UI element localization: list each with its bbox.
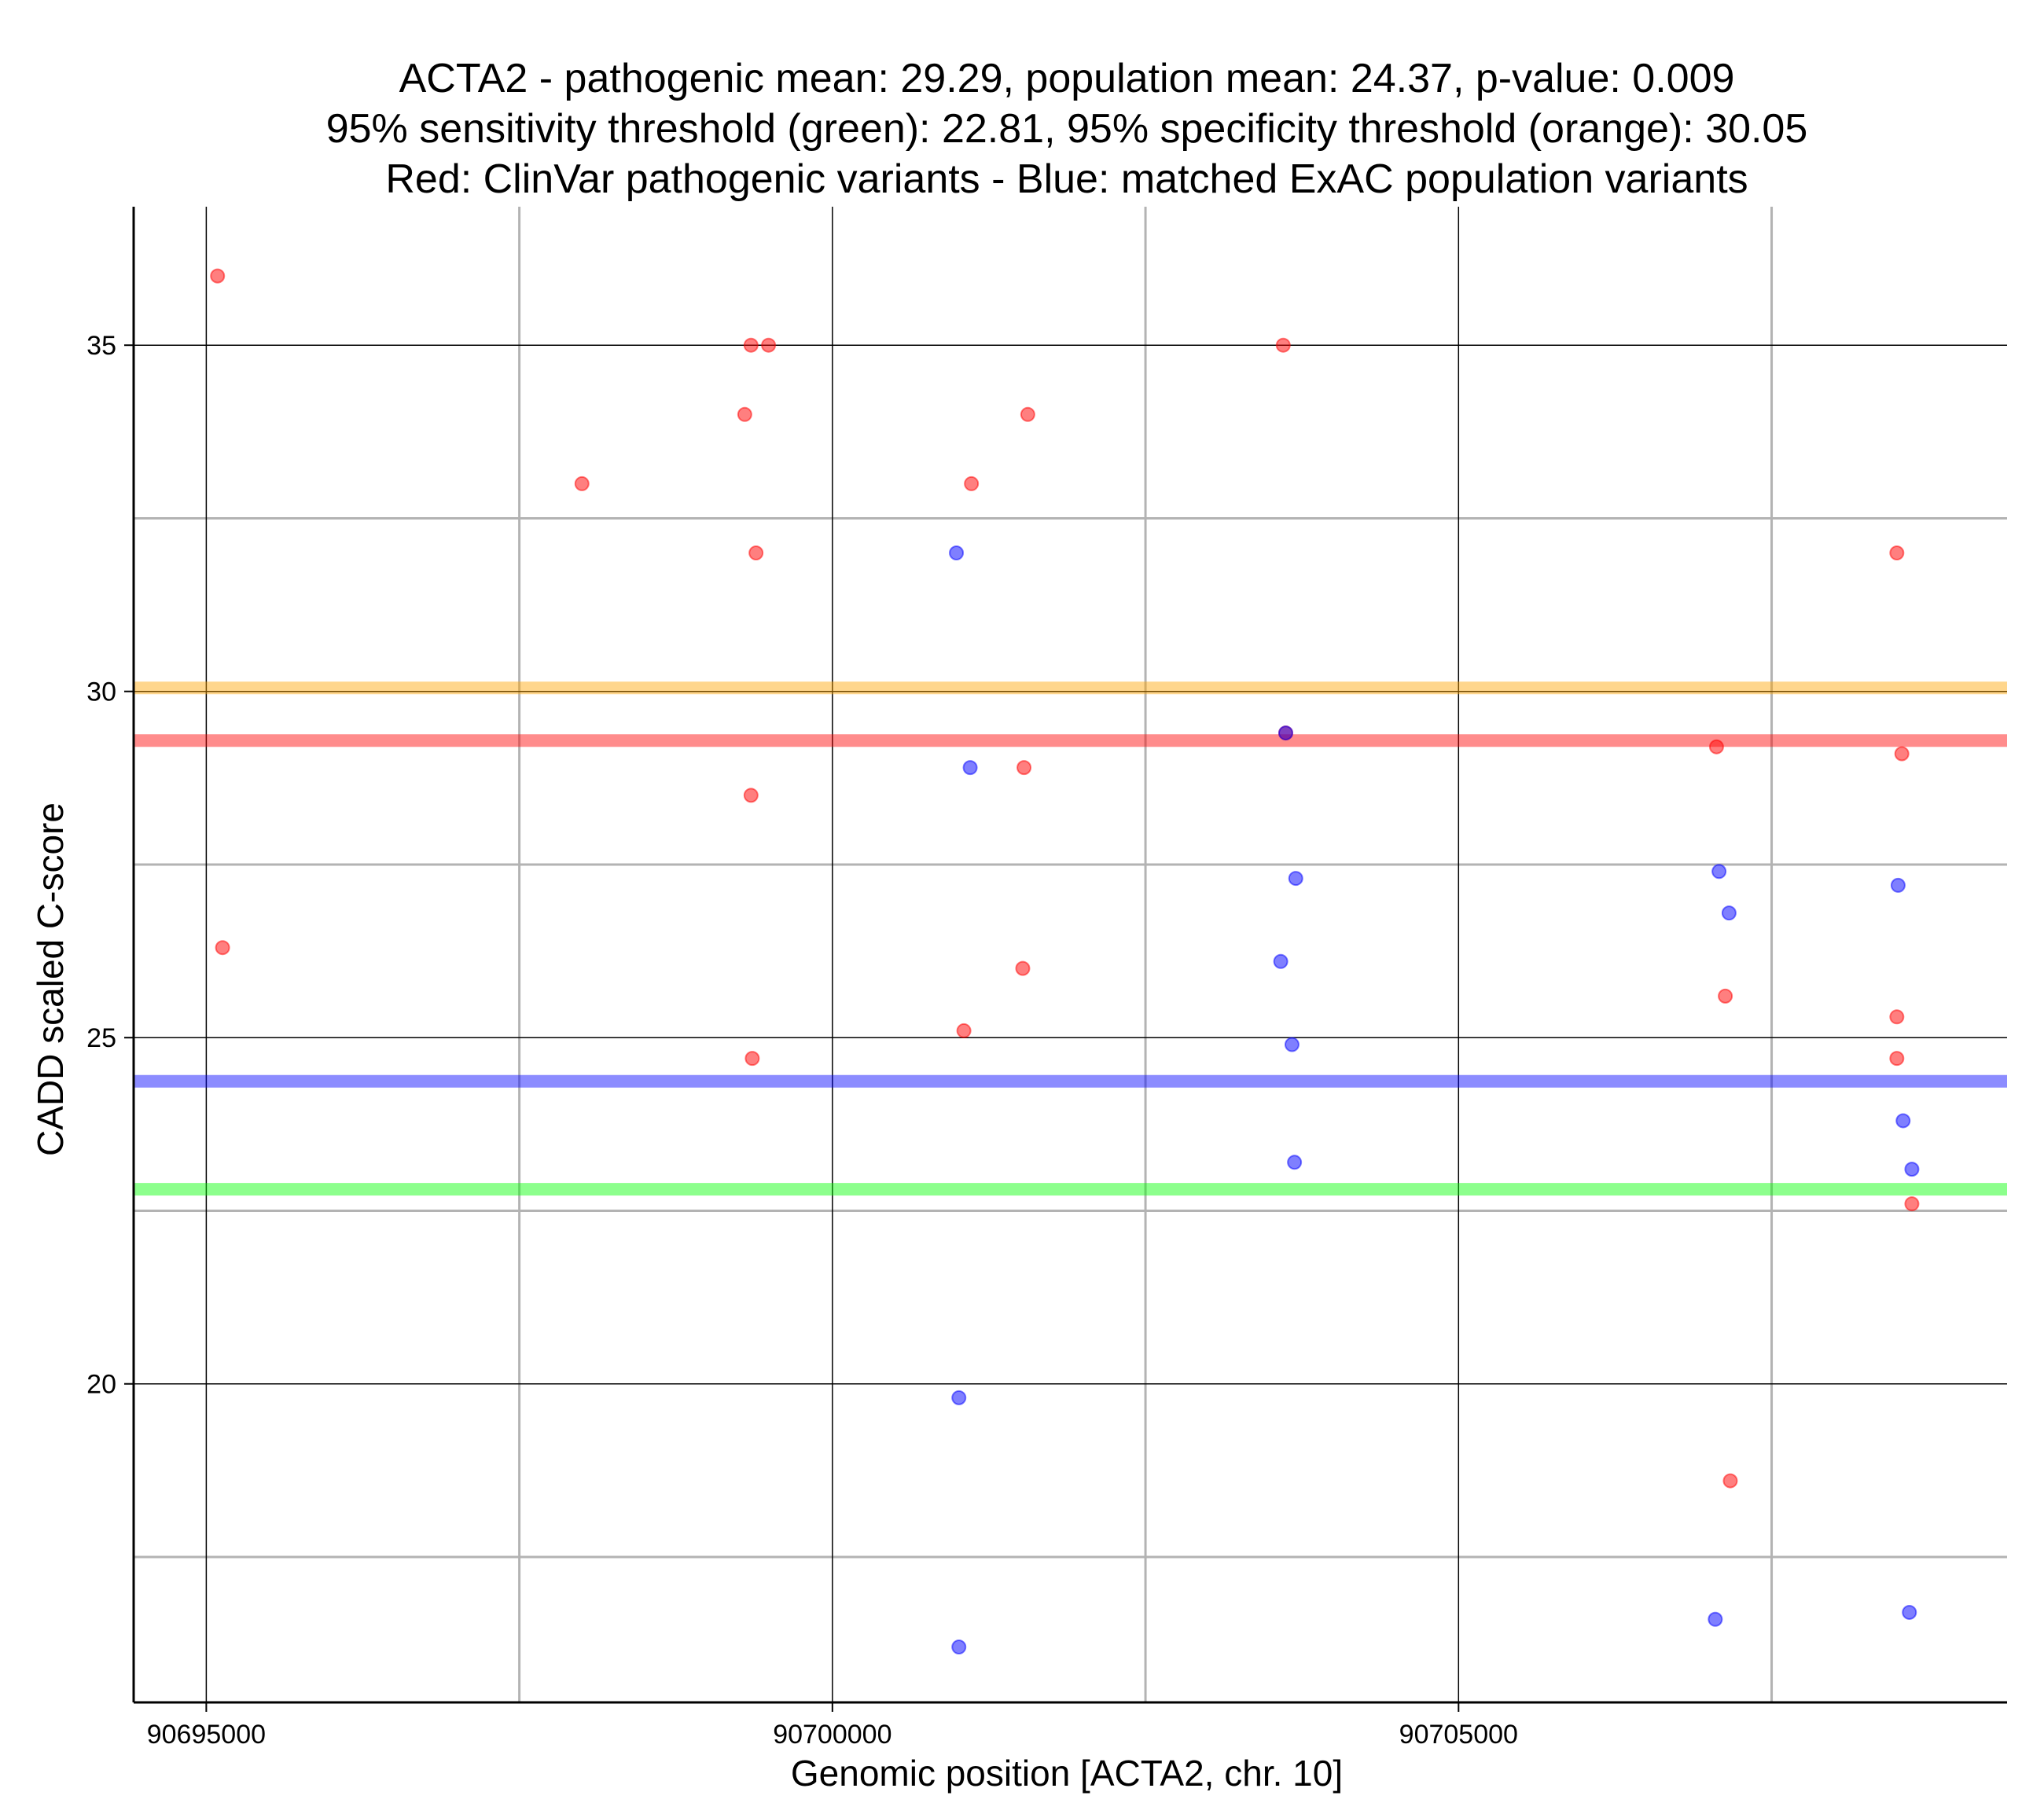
population-point [1708,1611,1723,1627]
population-point [1904,1162,1920,1177]
pathogenic-point [1015,960,1031,976]
pathogenic-point [210,268,226,284]
y-tick-label: 35 [86,331,116,361]
population-point [1288,871,1303,887]
population-point [1287,1155,1303,1170]
population-point [1278,725,1293,741]
y-tick-label: 25 [86,1023,116,1053]
population-point [962,760,978,776]
population-point [1902,1604,1917,1620]
grid-major [134,207,2007,1702]
y-tick-label: 20 [86,1370,116,1400]
population-point [951,1390,967,1405]
pathogenic-point [1708,739,1724,755]
pathogenic-point [956,1023,972,1038]
population-point [1711,864,1727,879]
pathogenic-point [743,337,759,353]
grid-minor [134,207,2007,1702]
reference-lines [134,681,2007,1196]
pathogenic-point [1718,988,1733,1004]
pathogenic-point [743,788,759,803]
pathogenic-point [737,406,752,422]
pathogenic-point [1889,545,1905,561]
population-point [949,545,965,561]
y-tick-label: 30 [86,677,116,707]
population-point [1284,1037,1300,1052]
pathogenic-point [761,337,777,353]
pathogenic-point [1016,760,1032,776]
pathogenic-point [748,545,764,561]
pathogenic-point [1275,337,1291,353]
title-line-1: ACTA2 - pathogenic mean: 29.29, populati… [399,56,1735,101]
title-line-2: 95% sensitivity threshold (green): 22.81… [326,106,1808,152]
x-tick-label: 90705000 [1399,1720,1518,1750]
x-tick-label: 90695000 [147,1720,266,1750]
pathogenic-point [964,476,980,491]
pathogenic-point [1020,406,1035,422]
pathogenic-point [1894,746,1910,762]
pathogenic-point [744,1051,760,1067]
scatter-points [210,268,1920,1655]
y-axis-title: CADD scaled C-score [30,802,71,1156]
population-point [1890,877,1906,893]
x-tick-label: 90700000 [773,1720,891,1750]
population-point [951,1640,967,1655]
population-point [1721,905,1737,921]
population-point [1273,953,1289,969]
pathogenic-point [215,940,230,956]
chart-title: ACTA2 - pathogenic mean: 29.29, populati… [326,56,1808,202]
x-axis-title: Genomic position [ACTA2, chr. 10] [791,1753,1343,1794]
pathogenic-point [1722,1473,1738,1489]
pathogenic-point [1889,1051,1905,1067]
y-axis-ticks: 20 25 30 35 [86,331,134,1400]
x-axis-ticks: 90695000 90700000 90705000 [147,1702,1518,1750]
pathogenic-point [574,476,590,491]
population-point [1895,1113,1911,1129]
pathogenic-point [1889,1009,1905,1025]
pathogenic-point [1904,1196,1920,1212]
title-line-3: Red: ClinVar pathogenic variants - Blue:… [385,156,1748,202]
